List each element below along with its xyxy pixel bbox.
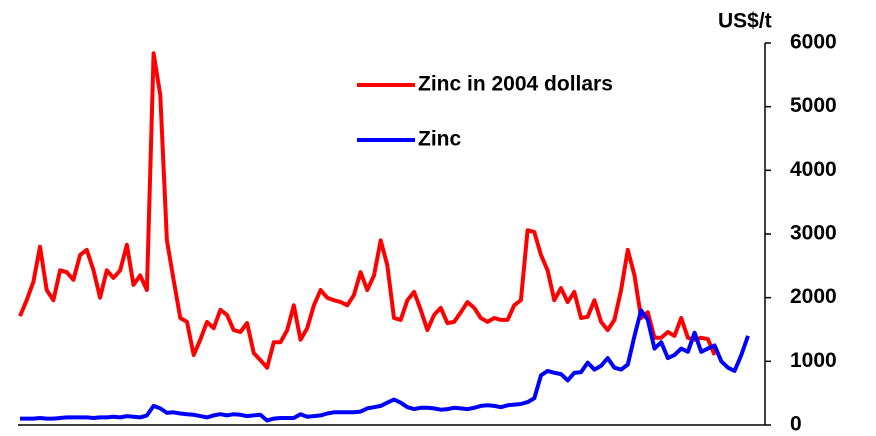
- y-tick-label: 6000: [790, 31, 837, 54]
- series-line: [18, 51, 717, 370]
- y-axis-label: US$/t: [718, 10, 772, 33]
- y-tick-label: 2000: [790, 285, 837, 308]
- legend-label: Zinc in 2004 dollars: [418, 73, 613, 96]
- y-tick-label: 5000: [790, 94, 837, 117]
- y-tick-label: 0: [790, 413, 802, 436]
- y-tick-label: 3000: [790, 222, 837, 245]
- y-tick-label: 1000: [790, 349, 837, 372]
- y-tick-label: 4000: [790, 158, 837, 181]
- series-line: [20, 308, 750, 423]
- legend-label: Zinc: [418, 128, 461, 151]
